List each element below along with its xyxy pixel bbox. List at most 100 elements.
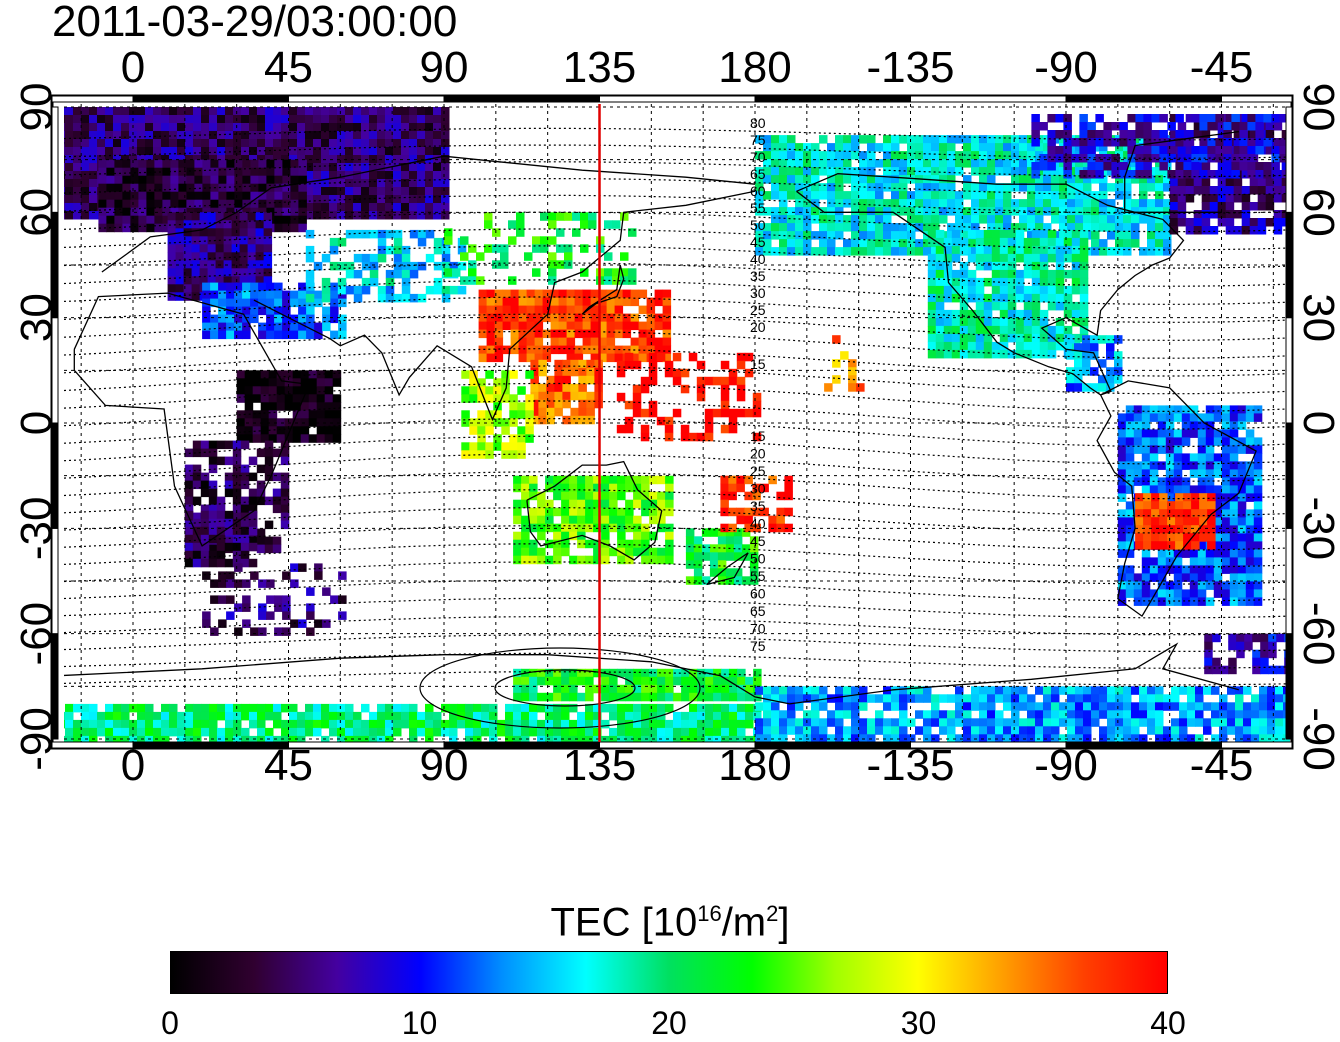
tec-cell xyxy=(1273,122,1283,131)
tec-cell xyxy=(113,727,122,737)
tec-cell xyxy=(247,212,257,221)
tec-cell xyxy=(1035,199,1044,208)
tec-cell xyxy=(542,305,552,315)
tec-cell xyxy=(1147,199,1156,208)
tec-cell xyxy=(983,237,993,247)
tec-cell xyxy=(771,710,780,719)
tec-cell xyxy=(233,115,242,124)
tec-cell xyxy=(1117,461,1127,470)
tec-cell xyxy=(478,297,488,307)
tec-cell xyxy=(232,488,242,498)
tec-cell xyxy=(305,293,315,303)
tec-cell xyxy=(1027,151,1036,160)
tec-cell xyxy=(779,239,788,248)
tec-cell xyxy=(377,245,387,255)
tec-cell xyxy=(720,408,730,418)
tec-cell xyxy=(729,703,738,713)
tec-cell xyxy=(1159,541,1168,550)
tec-cell xyxy=(162,159,171,169)
tec-cell xyxy=(250,183,259,193)
tec-cell xyxy=(548,252,557,261)
tec-cell xyxy=(537,547,546,557)
tec-cell xyxy=(851,151,860,160)
tec-cell xyxy=(114,199,123,209)
tec-cell xyxy=(98,167,107,177)
tec-cell xyxy=(240,440,250,450)
tec-cell xyxy=(441,203,450,212)
tec-cell xyxy=(234,306,243,316)
tec-cell xyxy=(1055,333,1065,343)
tec-cell xyxy=(606,329,616,339)
tec-cell xyxy=(353,163,362,172)
tec-cell xyxy=(593,711,602,721)
tec-cell xyxy=(1125,429,1135,438)
tec-cell xyxy=(1075,143,1084,152)
tec-cell xyxy=(1035,175,1044,184)
tec-cell xyxy=(425,703,434,713)
tec-cell xyxy=(867,726,876,735)
tec-cell xyxy=(979,143,988,152)
tec-cell xyxy=(154,167,163,177)
tec-cell xyxy=(1157,429,1167,438)
tec-cell xyxy=(617,531,626,541)
tec-cell xyxy=(633,668,642,678)
tec-cell xyxy=(999,301,1009,311)
tec-cell xyxy=(1228,657,1237,667)
tec-cell xyxy=(1147,215,1156,224)
tec-cell xyxy=(199,212,209,221)
tec-cell xyxy=(1169,210,1179,219)
tec-cell xyxy=(959,285,969,295)
tec-cell xyxy=(280,480,290,490)
tec-cell xyxy=(534,353,544,363)
tec-cell xyxy=(306,282,315,292)
tec-cell xyxy=(1063,269,1073,279)
tec-cell xyxy=(923,215,932,224)
tec-cell xyxy=(401,155,410,164)
tec-cell xyxy=(65,735,74,742)
tec-cell xyxy=(1117,421,1127,430)
tec-cell xyxy=(1151,501,1160,510)
tec-cell xyxy=(249,719,258,729)
tec-cell xyxy=(433,163,442,172)
tec-cell xyxy=(1135,517,1144,526)
tec-cell xyxy=(255,268,265,277)
tec-cell xyxy=(1223,122,1232,131)
tec-cell xyxy=(721,684,730,694)
tec-cell xyxy=(662,353,672,363)
tec-cell xyxy=(609,676,618,686)
tec-cell xyxy=(502,345,512,355)
tec-cell xyxy=(819,718,828,727)
tec-cell xyxy=(1237,557,1247,566)
tec-cell xyxy=(657,499,666,509)
tec-cell xyxy=(216,558,226,568)
tec-cell xyxy=(1151,541,1160,550)
tec-cell xyxy=(779,151,788,160)
tec-cell xyxy=(537,668,546,678)
tec-cell xyxy=(561,668,570,678)
tec-cell xyxy=(361,163,370,172)
tec-cell xyxy=(1117,485,1127,494)
tec-cell xyxy=(1141,405,1151,414)
tec-cell xyxy=(534,345,544,355)
tec-cell xyxy=(883,734,892,742)
tec-cell xyxy=(170,159,179,169)
tec-cell xyxy=(106,191,115,201)
tec-cell xyxy=(177,139,186,148)
tec-cell xyxy=(161,131,170,140)
tec-cell xyxy=(851,734,860,742)
tec-cell xyxy=(983,349,993,359)
tec-cell xyxy=(425,719,434,729)
tec-cell xyxy=(665,719,674,729)
tec-cell xyxy=(1031,269,1041,279)
tec-cell xyxy=(1189,485,1199,494)
tec-cell xyxy=(963,231,972,240)
tec-cell xyxy=(728,424,738,434)
tec-cell xyxy=(1051,175,1060,184)
tec-cell xyxy=(899,167,908,176)
tec-cell xyxy=(257,703,266,713)
tec-cell xyxy=(1019,143,1028,152)
tec-cell xyxy=(1163,183,1172,192)
tec-cell xyxy=(369,187,378,196)
tec-cell xyxy=(1273,226,1283,235)
tec-cell xyxy=(641,676,650,686)
